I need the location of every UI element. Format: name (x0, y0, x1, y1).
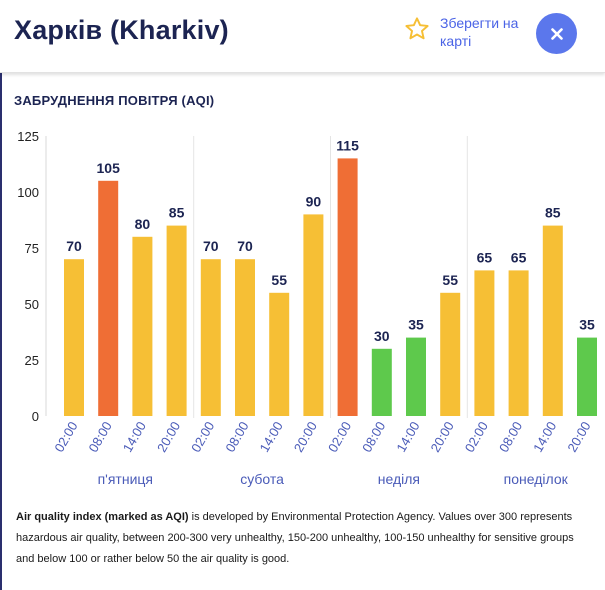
aqi-bar (98, 180, 119, 416)
day-label: неділя (378, 471, 420, 487)
bar-value-label: 35 (408, 317, 424, 333)
y-tick-label: 100 (17, 185, 39, 200)
aqi-bar (235, 259, 255, 416)
bar-value-label: 70 (66, 238, 82, 254)
section-title: ЗАБРУДНЕННЯ ПОВІТРЯ (AQI) (14, 93, 215, 108)
x-tick-label: 08:00 (359, 419, 388, 455)
aqi-bar (474, 270, 495, 416)
x-tick-label: 20:00 (428, 419, 457, 455)
aqi-bar (303, 214, 324, 416)
aqi-bar (269, 292, 290, 416)
bar-value-label: 85 (169, 205, 185, 221)
bar-value-label: 55 (271, 272, 287, 288)
aqi-bar (371, 348, 392, 416)
x-tick-label: 02:00 (51, 419, 80, 455)
day-label: понеділок (504, 471, 569, 487)
x-tick-label: 02:00 (462, 419, 491, 455)
day-label: п'ятниця (98, 471, 153, 487)
aqi-bar (508, 270, 529, 416)
x-tick-label: 20:00 (564, 419, 593, 455)
y-tick-label: 50 (25, 297, 39, 312)
aqi-footnote: Air quality index (marked as AQI) is dev… (16, 507, 592, 570)
y-tick-label: 0 (32, 409, 39, 424)
x-tick-label: 20:00 (291, 419, 320, 455)
x-tick-label: 02:00 (325, 419, 354, 455)
close-icon (550, 27, 563, 40)
bar-value-label: 80 (135, 216, 151, 232)
city-title: Харків (Kharkiv) (14, 15, 229, 45)
star-outline-icon (405, 17, 429, 40)
day-label: субота (240, 471, 284, 487)
bar-value-label: 35 (579, 317, 595, 333)
y-tick-label: 75 (25, 241, 39, 256)
aqi-footnote-text: is developed by Environmental Protection… (16, 511, 574, 565)
x-tick-label: 14:00 (257, 419, 286, 455)
aqi-bar (200, 259, 221, 416)
aqi-bar (166, 225, 187, 416)
x-tick-label: 08:00 (222, 419, 251, 455)
y-tick-label: 125 (17, 129, 39, 144)
left-edge-rule (0, 0, 2, 590)
x-tick-label: 14:00 (393, 419, 422, 455)
bar-value-label: 105 (97, 160, 121, 176)
aqi-bar (64, 259, 84, 416)
aqi-bar (337, 158, 358, 416)
close-button[interactable] (536, 13, 577, 54)
bar-value-label: 65 (477, 249, 493, 265)
x-tick-label: 08:00 (496, 419, 525, 455)
aqi-footnote-bold: Air quality index (marked as AQI) (16, 511, 189, 523)
bar-value-label: 30 (374, 328, 390, 344)
aqi-bar (542, 225, 563, 416)
x-tick-label: 02:00 (188, 419, 217, 455)
bar-value-label: 90 (306, 193, 322, 209)
x-tick-label: 14:00 (530, 419, 559, 455)
bar-value-label: 65 (511, 249, 527, 265)
bar-value-label: 55 (442, 272, 458, 288)
bar-value-label: 115 (336, 137, 359, 153)
aqi-bar (440, 292, 461, 416)
x-tick-label: 20:00 (154, 419, 183, 455)
x-tick-label: 08:00 (86, 419, 115, 455)
header-bar: Харків (Kharkiv) Зберегти на карті (0, 0, 605, 73)
aqi-bar (406, 337, 426, 416)
bar-value-label: 70 (203, 238, 219, 254)
aqi-bar (132, 236, 153, 416)
bar-value-label: 85 (545, 205, 561, 221)
x-tick-label: 14:00 (120, 419, 149, 455)
save-on-map-button[interactable]: Зберегти на карті (404, 14, 540, 50)
bar-value-label: 70 (237, 238, 253, 254)
aqi-bar-chart: 70 105 80 85 70 70 55 90 115 30 35 55 65 65 85 35 0 25 50… (17, 129, 597, 487)
save-on-map-label: Зберегти на карті (440, 15, 519, 49)
aqi-bar (577, 337, 597, 416)
y-tick-label: 25 (25, 353, 39, 368)
